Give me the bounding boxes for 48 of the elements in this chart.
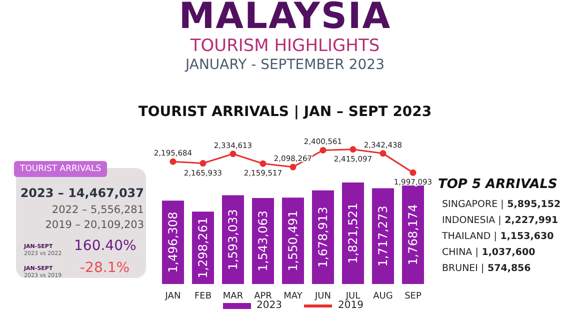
point [380, 150, 386, 157]
point [290, 164, 296, 170]
data-label: 1,593,033 [226, 209, 240, 270]
text: 2023 – 14,467,037 [20, 186, 144, 200]
bar [402, 185, 424, 284]
text: TOP 5 ARRIVALS [438, 177, 558, 192]
data-label: 1,543,063 [256, 210, 270, 272]
text: -28.1% [80, 260, 130, 276]
x-tick-label: FEB [194, 291, 212, 302]
text: 2022 – 5,556,281 [50, 204, 144, 216]
legend-label: 2023 [256, 300, 282, 311]
text: TOURIST ARRIVALS [14, 161, 108, 177]
point [200, 160, 206, 167]
x-tick-label: MAY [284, 291, 303, 302]
text: 2019 – 20,109,203 [44, 219, 144, 231]
data-label: 1,678,913 [316, 206, 330, 268]
point [230, 150, 236, 158]
text: BRUNEI | 574,856 [442, 263, 531, 274]
x-tick-label: JUN [314, 291, 331, 302]
bar [342, 182, 364, 284]
text: JANUARY - SEPTEMBER 2023 [184, 57, 386, 73]
chart-subtitle: TOURISM HIGHLIGHTS [189, 36, 381, 56]
point [320, 146, 326, 154]
point [170, 158, 176, 165]
x-tick-label: APR [254, 291, 272, 302]
point [350, 146, 356, 153]
x-tick-label: MAR [222, 291, 244, 302]
text: INDONESIA | 2,227,991 [442, 215, 558, 226]
data-label: 1,298,261 [196, 217, 210, 278]
x-tick-label: SEP [404, 291, 422, 302]
x-tick-label: AUG [373, 291, 393, 302]
text: THAILAND | 1,153,630 [442, 231, 554, 242]
data-label: 1,496,308 [166, 212, 180, 273]
text: 160.40% [74, 238, 136, 254]
chart-title: MALAYSIA [178, 0, 392, 37]
legend-label: 2019 [337, 300, 364, 311]
data-label: 1,768,174 [406, 204, 420, 266]
text: SINGAPORE | 5,895,152 [442, 199, 561, 210]
data-label: 1,821,521 [346, 202, 360, 264]
x-tick-label: JAN [164, 291, 181, 302]
text: CHINA | 1,037,600 [442, 247, 536, 258]
text: TOURIST ARRIVALS | JAN – SEPT 2023 [137, 104, 433, 120]
data-label: 1,717,273 [376, 206, 390, 267]
x-tick-label: JUL [344, 291, 360, 302]
point [260, 160, 266, 167]
point [410, 169, 416, 176]
bar [372, 188, 394, 284]
data-label: 1,550,491 [286, 210, 300, 272]
